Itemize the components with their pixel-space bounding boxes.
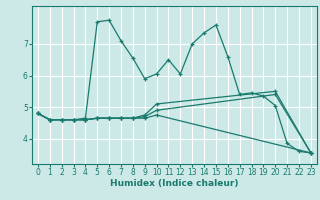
X-axis label: Humidex (Indice chaleur): Humidex (Indice chaleur): [110, 179, 239, 188]
